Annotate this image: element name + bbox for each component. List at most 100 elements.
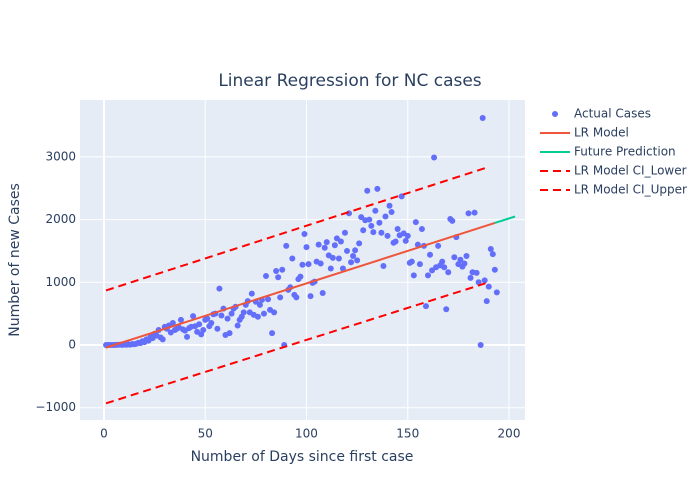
- data-point: [329, 254, 336, 261]
- data-point: [439, 258, 446, 265]
- x-tick-label: 200: [498, 427, 521, 441]
- data-point: [265, 296, 272, 303]
- data-point: [416, 261, 423, 268]
- data-point: [293, 294, 300, 301]
- plot-area: [103, 114, 516, 405]
- y-tick-label: −1000: [35, 400, 76, 414]
- data-point: [271, 309, 278, 316]
- line-series: [105, 281, 490, 405]
- data-point: [339, 265, 346, 272]
- data-point: [190, 313, 197, 320]
- data-point: [394, 225, 401, 232]
- data-point: [262, 273, 269, 280]
- data-point: [427, 251, 434, 258]
- data-point: [269, 330, 276, 337]
- data-point: [273, 268, 280, 275]
- data-point: [333, 235, 340, 242]
- data-point: [341, 229, 348, 236]
- data-point: [323, 239, 330, 246]
- data-point: [372, 207, 379, 214]
- data-point: [224, 315, 231, 322]
- data-point: [402, 237, 409, 244]
- data-point: [315, 241, 322, 248]
- data-point: [384, 232, 391, 239]
- data-point: [204, 315, 211, 322]
- data-point: [248, 290, 255, 297]
- line-series: [105, 165, 490, 292]
- data-point: [327, 265, 334, 272]
- data-point: [491, 266, 498, 273]
- data-point: [378, 229, 385, 236]
- data-point: [208, 320, 215, 327]
- data-point: [473, 269, 480, 276]
- data-point: [471, 209, 478, 216]
- data-point: [275, 274, 282, 281]
- data-point: [303, 244, 310, 251]
- data-point: [356, 240, 363, 247]
- data-point: [159, 336, 166, 343]
- x-tick-label: 100: [295, 427, 318, 441]
- legend-label: Future Prediction: [574, 145, 676, 159]
- data-point: [226, 330, 233, 337]
- legend-symbol: [552, 111, 558, 117]
- data-point: [467, 274, 474, 281]
- data-point: [299, 261, 306, 268]
- data-point: [214, 325, 221, 332]
- data-point: [487, 246, 494, 253]
- data-point: [184, 333, 191, 340]
- data-point: [477, 342, 484, 349]
- data-point: [382, 213, 389, 220]
- data-point: [461, 260, 468, 267]
- y-tick-label: 2000: [45, 212, 76, 226]
- data-point: [425, 272, 432, 279]
- data-point: [321, 244, 328, 251]
- data-point: [307, 293, 314, 300]
- data-point: [386, 202, 393, 209]
- data-point: [422, 303, 429, 310]
- data-point: [475, 279, 482, 286]
- data-point: [234, 322, 241, 329]
- data-point: [354, 257, 361, 264]
- data-point: [348, 259, 355, 266]
- data-point: [408, 258, 415, 265]
- data-point: [283, 242, 290, 249]
- data-point: [218, 312, 225, 319]
- data-point: [465, 210, 472, 217]
- data-point: [441, 264, 448, 271]
- legend-label: Actual Cases: [574, 107, 651, 121]
- data-point: [331, 242, 338, 249]
- data-point: [317, 260, 324, 267]
- legend-label: LR Model CI_Lower: [574, 164, 687, 178]
- plot-background: [80, 100, 525, 420]
- data-point: [196, 321, 203, 328]
- data-point: [344, 247, 350, 254]
- data-point: [479, 114, 486, 121]
- data-point: [228, 310, 235, 317]
- legend-label: LR Model: [574, 126, 629, 140]
- data-point: [449, 217, 456, 224]
- x-axis-title: Number of Days since first case: [191, 449, 414, 465]
- data-point: [445, 269, 452, 276]
- line-series: [105, 222, 496, 349]
- data-point: [256, 301, 263, 308]
- data-point: [350, 252, 357, 259]
- data-point: [374, 185, 381, 192]
- data-point: [435, 242, 442, 249]
- data-point: [216, 285, 223, 292]
- data-point: [443, 306, 450, 313]
- data-point: [260, 310, 267, 317]
- data-point: [404, 232, 411, 239]
- data-point: [305, 261, 312, 268]
- data-point: [489, 251, 496, 258]
- y-tick-label: 0: [68, 338, 76, 352]
- data-point: [429, 267, 436, 274]
- data-point: [481, 277, 488, 284]
- data-point: [418, 225, 425, 232]
- data-point: [380, 262, 387, 269]
- x-tick-label: 50: [198, 427, 213, 441]
- data-point: [335, 255, 342, 262]
- x-tick-label: 150: [396, 427, 419, 441]
- data-point: [177, 316, 184, 323]
- data-point: [352, 247, 359, 254]
